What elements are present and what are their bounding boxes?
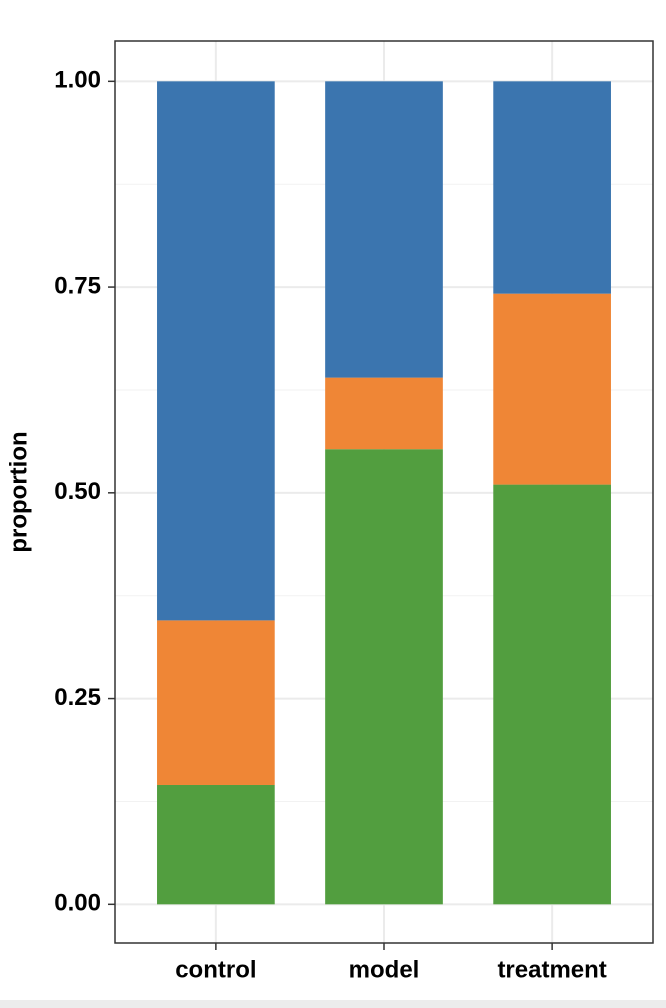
y-tick-label: 0.75: [54, 272, 101, 299]
x-tick-label: control: [175, 956, 256, 983]
y-tick-label: 0.00: [54, 890, 101, 917]
bottom-strip: [0, 1000, 666, 1008]
bar-segment: [493, 293, 611, 485]
bar-segment: [157, 81, 275, 621]
bar-segment: [325, 377, 443, 450]
bar-segment: [157, 620, 275, 785]
bar-segment: [493, 484, 611, 905]
bar-segment: [325, 449, 443, 905]
y-tick-label: 1.00: [54, 67, 101, 94]
y-tick-label: 0.50: [54, 478, 101, 505]
bar-segment: [157, 784, 275, 905]
y-axis-label: proportion: [5, 431, 32, 552]
x-tick-label: treatment: [497, 956, 606, 983]
bar-segment: [493, 81, 611, 294]
x-tick-label: model: [349, 956, 420, 983]
y-tick-label: 0.25: [54, 684, 101, 711]
bar-segment: [325, 81, 443, 378]
